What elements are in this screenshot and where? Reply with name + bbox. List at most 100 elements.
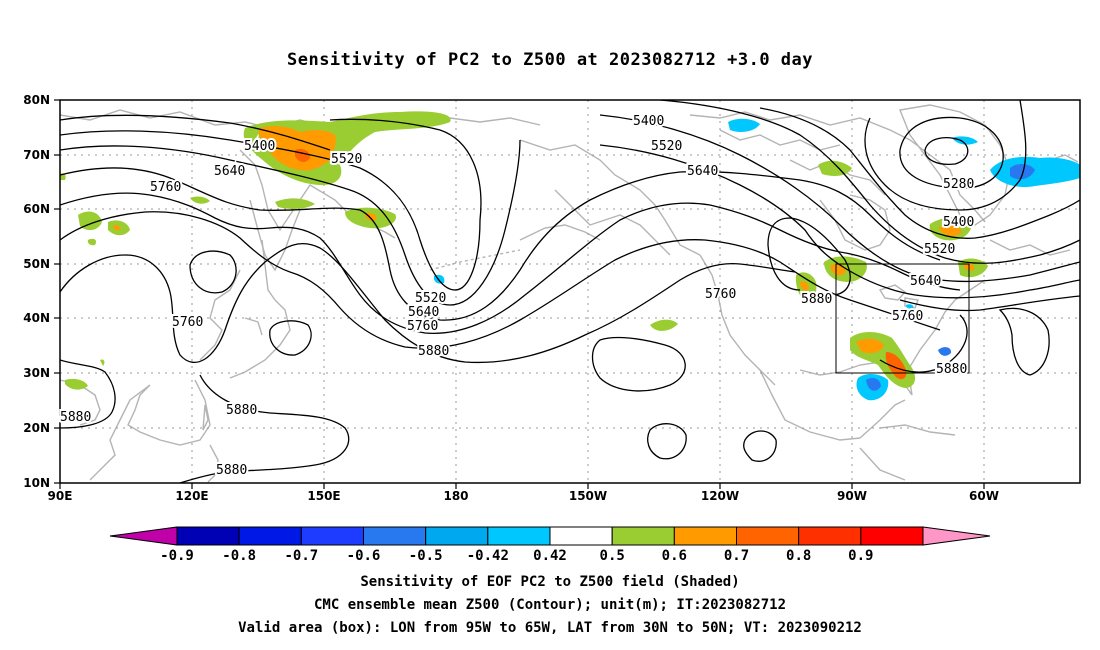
colorbar-arrow-high xyxy=(922,526,991,546)
contour-label: 5880 xyxy=(60,410,91,425)
colorbar-box xyxy=(425,526,489,546)
shading-orange-labrador xyxy=(938,225,962,237)
colorbar-tick-label: 0.9 xyxy=(848,548,873,564)
shading-light-blue-atlantic xyxy=(990,156,1080,188)
lon-label-60w: 60W xyxy=(969,489,999,503)
shading-green-okhotsk xyxy=(275,198,315,209)
height-contours xyxy=(60,100,1080,483)
shading-green-canada xyxy=(818,160,852,176)
lon-label-90w: 90W xyxy=(837,489,867,503)
shading-blue-carolina xyxy=(938,347,952,356)
lat-label-50n: 50N xyxy=(23,257,50,271)
caption-shading: Sensitivity of EOF PC2 to Z500 field (Sh… xyxy=(360,574,740,590)
colorbar-box xyxy=(549,526,613,546)
contour-labels: 5400 5520 5640 5760 5400 5520 5640 5760 … xyxy=(58,112,976,480)
colorbar-box xyxy=(238,526,302,546)
lat-label-10n: 10N xyxy=(23,476,50,490)
shading-blue-alaska xyxy=(728,118,760,132)
caption-valid-area: Valid area (box): LON from 95W to 65W, L… xyxy=(238,620,862,636)
lon-label-180: 180 xyxy=(443,489,468,503)
sensitivity-shading xyxy=(60,111,1080,401)
shading-green-india-2 xyxy=(100,359,105,366)
contour-label: 5880 xyxy=(801,292,832,307)
lat-label-20n: 20N xyxy=(23,421,50,435)
lon-label-90e: 90E xyxy=(48,489,73,503)
map-background xyxy=(60,100,1080,483)
colorbar-box xyxy=(300,526,365,546)
colorbar-tick-label: -0.5 xyxy=(409,548,443,564)
contour-label: 5400 xyxy=(244,139,275,154)
shading-blue-greenland xyxy=(952,136,978,145)
colorbar-tick-label: -0.8 xyxy=(222,548,256,564)
colorbar-box xyxy=(860,526,924,546)
colorbar-tick-label: 0.8 xyxy=(786,548,811,564)
colorbar-box xyxy=(363,526,427,546)
lon-label-120w: 120W xyxy=(701,489,739,503)
lat-label-30n: 30N xyxy=(23,366,50,380)
contour-label: 5760 xyxy=(172,315,203,330)
lat-label-40n: 40N xyxy=(23,311,50,325)
shading-orange-gulf xyxy=(856,338,884,354)
lon-label-150e: 150E xyxy=(307,489,340,503)
colorbar-tick-label: 0.7 xyxy=(724,548,749,564)
contour-label: 5760 xyxy=(150,180,181,195)
contour-label: 5760 xyxy=(407,319,438,334)
lon-label-150w: 150W xyxy=(569,489,607,503)
shading-green-west-1 xyxy=(78,211,102,231)
map-frame xyxy=(59,99,1081,484)
contour-label: 5640 xyxy=(214,164,245,179)
shading-dark-orange-gulf xyxy=(885,352,907,380)
colorbar-tick-label: -0.42 xyxy=(467,548,509,564)
contour-label: 5520 xyxy=(651,139,682,154)
contour-label: 5520 xyxy=(331,152,362,167)
colorbar-arrow-low xyxy=(109,526,178,546)
lat-label-70n: 70N xyxy=(23,148,50,162)
colorbar-tick-label: -0.7 xyxy=(284,548,318,564)
shading-green-west-3 xyxy=(87,238,97,246)
contour-label: 5640 xyxy=(910,274,941,289)
latitude-labels: 80N 70N 60N 50N 40N 30N 20N 10N xyxy=(23,93,50,490)
shading-orange-rockies xyxy=(800,281,809,291)
contour-label: 5880 xyxy=(226,403,257,418)
valid-area-box xyxy=(835,263,970,374)
colorbar-box xyxy=(611,526,675,546)
contour-label: 5400 xyxy=(633,114,664,129)
colorbar-tick-label: 0.6 xyxy=(662,548,687,564)
colorbar: -0.9 -0.8 -0.7 -0.6 -0.5 -0.42 0.42 0.5 0.6 0.7 0.… xyxy=(109,526,991,564)
contour-label: 5280 xyxy=(943,177,974,192)
lat-label-80n: 80N xyxy=(23,93,50,107)
contour-label: 5640 xyxy=(687,164,718,179)
shading-green-india xyxy=(65,378,88,390)
contour-label: 5640 xyxy=(408,305,439,320)
contour-label: 5760 xyxy=(892,309,923,324)
colorbar-tick-label: 0.5 xyxy=(600,548,625,564)
contour-label: 5520 xyxy=(924,242,955,257)
contour-label: 5520 xyxy=(415,291,446,306)
contour-label: 5880 xyxy=(418,344,449,359)
caption-contour: CMC ensemble mean Z500 (Contour); unit(m… xyxy=(313,597,786,613)
colorbar-box xyxy=(736,526,800,546)
shading-green-central-pacific xyxy=(650,319,678,331)
colorbar-box xyxy=(487,526,551,546)
colorbar-tick-label: 0.42 xyxy=(533,548,567,564)
coastlines xyxy=(60,104,1079,483)
lon-label-120e: 120E xyxy=(175,489,208,503)
contour-label: 5400 xyxy=(943,215,974,230)
chart-title: Sensitivity of PC2 to Z500 at 2023082712… xyxy=(286,50,813,70)
colorbar-box xyxy=(176,526,240,546)
shading-blue-great-lakes xyxy=(906,304,914,310)
shading-orange-kamchatka xyxy=(258,126,336,171)
shading-blue-gulf-dark xyxy=(866,378,881,391)
colorbar-box xyxy=(673,526,737,546)
shading-green-east-siberia xyxy=(190,196,210,204)
contour-label: 5880 xyxy=(216,463,247,478)
longitude-labels: 90E 120E 150E 180 150W 120W 90W 60W xyxy=(48,489,999,503)
lat-label-60n: 60N xyxy=(23,202,50,216)
shading-orange-west xyxy=(113,225,121,231)
colorbar-box xyxy=(798,526,862,546)
contour-label: 5880 xyxy=(936,362,967,377)
tick-marks xyxy=(54,99,985,489)
colorbar-tick-label: -0.6 xyxy=(347,548,381,564)
colorbar-tick-label: -0.9 xyxy=(160,548,194,564)
